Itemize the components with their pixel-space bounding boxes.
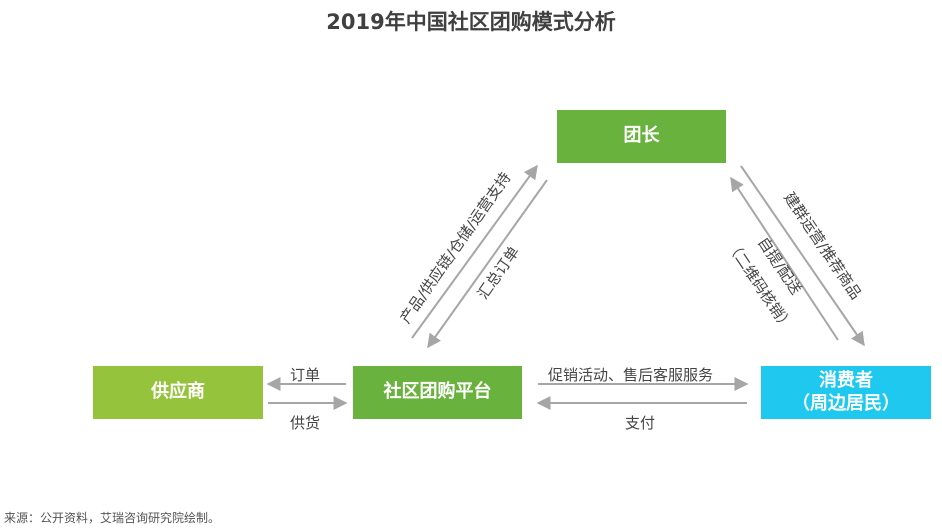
node-platform: 社区团购平台 (353, 366, 522, 419)
node-supplier-label: 供应商 (151, 381, 205, 403)
node-consumer-label: 消费者 (819, 370, 873, 391)
edge-label-payment: 支付 (625, 414, 656, 432)
node-platform-label: 社区团购平台 (383, 381, 492, 403)
node-consumer-sublabel: （周边居民） (792, 392, 900, 414)
arrow-leader-to-platform (427, 179, 548, 349)
node-supplier: 供应商 (93, 366, 263, 419)
source-note: 来源：公开资料，艾瑞咨询研究院绘制。 (4, 511, 221, 525)
node-leader: 团长 (557, 110, 726, 163)
arrow-leader-to-consumer (740, 165, 865, 347)
arrow-platform-to-leader (411, 164, 538, 339)
edge-label-promotion: 促销活动、售后客服服务 (548, 366, 714, 384)
edge-label-supply: 供货 (290, 414, 321, 432)
arrow-consumer-to-leader (730, 176, 839, 341)
node-consumer: 消费者 （周边居民） (761, 366, 931, 419)
edge-label-order: 订单 (290, 366, 321, 384)
page-title: 2019年中国社区团购模式分析 (326, 10, 616, 34)
node-leader-label: 团长 (623, 125, 660, 147)
